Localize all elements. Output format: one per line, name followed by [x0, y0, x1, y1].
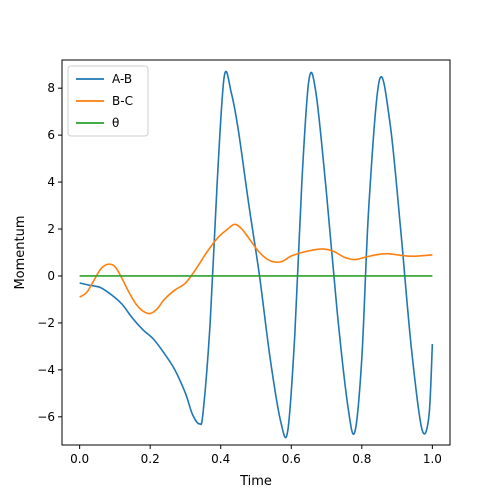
y-axis-label: Momentum — [13, 215, 28, 289]
series-line-2 — [79, 223, 433, 315]
legend-label: A-B — [112, 72, 132, 86]
x-tick-label: 1.0 — [423, 452, 442, 466]
legend-label: B-C — [112, 94, 133, 108]
x-tick-label: 0.4 — [211, 452, 230, 466]
x-axis-label: Time — [239, 474, 272, 489]
y-tick-label: 2 — [47, 222, 55, 236]
x-tick-label: 0.2 — [141, 452, 160, 466]
y-tick-label: −6 — [37, 410, 55, 424]
y-tick-label: 6 — [47, 128, 55, 142]
y-tick-label: 0 — [47, 269, 55, 283]
x-tick-label: 0.8 — [352, 452, 371, 466]
plot-frame — [61, 59, 451, 446]
series-line-1 — [79, 70, 434, 439]
legend-label: θ — [112, 116, 119, 130]
y-tick-label: 8 — [47, 81, 55, 95]
x-tick-label: 0.6 — [282, 452, 301, 466]
y-tick-label: −2 — [37, 316, 55, 330]
x-axis: 0.0 0.2 0.4 0.6 0.8 1.0 — [70, 445, 442, 466]
legend-box — [67, 65, 149, 137]
x-tick-label: 0.0 — [70, 452, 89, 466]
legend: A-B B-C θ — [67, 65, 149, 137]
series-layer — [79, 70, 434, 439]
y-axis: −6 −4 −2 0 2 4 6 8 — [37, 81, 62, 424]
y-tick-label: 4 — [47, 175, 55, 189]
y-tick-label: −4 — [37, 363, 55, 377]
